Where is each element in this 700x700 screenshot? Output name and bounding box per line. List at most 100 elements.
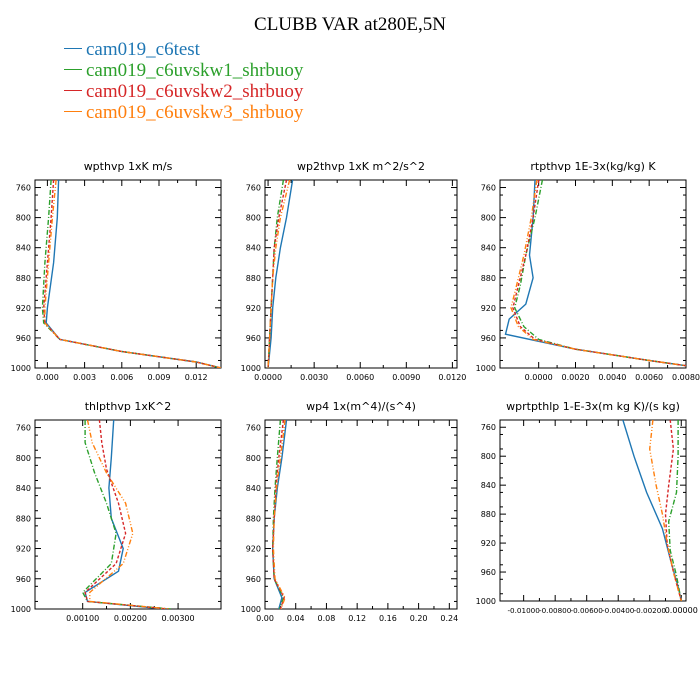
y-tick-label: 880 <box>246 274 261 283</box>
y-tick-label: 880 <box>246 514 261 523</box>
x-tick-label: 0.20 <box>410 614 428 623</box>
legend-label: cam019_c6uvskw2_shrbuoy <box>86 81 304 102</box>
x-tick-label: 0.0120 <box>438 373 466 382</box>
legend-label: cam019_c6test <box>86 39 200 60</box>
series-line <box>648 420 682 601</box>
x-tick-label: 0.0030 <box>300 373 328 382</box>
plot-frame <box>34 179 222 369</box>
legend-swatch <box>64 110 82 113</box>
x-tick-label: -0.00800 <box>539 606 572 615</box>
plot-frame <box>499 179 687 369</box>
series-line <box>41 180 221 368</box>
chart-title: wpthvp 1xK m/s <box>84 160 173 173</box>
y-tick-label: 800 <box>481 214 496 223</box>
series-line <box>42 180 221 368</box>
x-tick-label: 0.0080 <box>672 373 700 382</box>
chart-title: wprtpthlp 1-E-3x(m kg K)/(s kg) <box>506 400 680 413</box>
plot-frame <box>499 419 687 602</box>
series-line <box>86 420 169 609</box>
y-tick-label: 960 <box>481 568 496 577</box>
y-tick-label: 960 <box>481 334 496 343</box>
y-tick-label: 920 <box>481 304 496 313</box>
x-tick-label: -0.00400 <box>602 606 635 615</box>
y-tick-label: 920 <box>246 304 261 313</box>
x-tick-label: 0.0090 <box>392 373 420 382</box>
legend-swatch <box>64 89 82 92</box>
series-line <box>81 420 171 609</box>
x-tick-label: 0.0000 <box>254 373 282 382</box>
series-line <box>267 180 294 368</box>
x-tick-label: 0.003 <box>73 373 96 382</box>
y-tick-label: 1000 <box>476 364 496 373</box>
y-tick-label: 920 <box>16 304 31 313</box>
x-tick-label: 0.12 <box>348 614 366 623</box>
y-tick-label: 1000 <box>241 364 261 373</box>
y-tick-label: 960 <box>16 575 31 584</box>
plot-frame <box>264 179 458 369</box>
series-line <box>45 180 221 368</box>
y-tick-label: 840 <box>481 481 496 490</box>
x-tick-label: 0.009 <box>148 373 171 382</box>
y-tick-label: 960 <box>16 334 31 343</box>
chart-panel: wprtpthlp 1-E-3x(m kg K)/(s kg) 760 800 840… <box>476 400 698 615</box>
series-line <box>667 420 682 601</box>
x-tick-label: 0.000 <box>36 373 59 382</box>
chart-panel: wp4 1x(m^4)/(s^4)76080084088092096010000… <box>241 400 459 623</box>
y-tick-label: 1000 <box>476 597 496 606</box>
plot-frame <box>34 419 222 610</box>
y-tick-label: 1000 <box>11 605 31 614</box>
legend-swatch <box>64 68 82 71</box>
y-tick-label: 880 <box>16 274 31 283</box>
chart-panel: thlpthvp 1xK^2 760 800 840 880 920 960 1000 0.00… <box>11 400 222 623</box>
chart-title: thlpthvp 1xK^2 <box>85 400 172 413</box>
x-tick-label: 0.04 <box>287 614 305 623</box>
y-tick-label: 1000 <box>11 364 31 373</box>
series-line <box>271 420 285 609</box>
series-line <box>267 180 291 368</box>
x-tick-label: 0.012 <box>185 373 208 382</box>
legend-item: cam019_c6test <box>64 39 303 60</box>
y-tick-label: 800 <box>16 454 31 463</box>
series-line <box>272 420 286 609</box>
series-line <box>84 420 169 609</box>
y-tick-label: 880 <box>16 514 31 523</box>
y-tick-label: 840 <box>246 484 261 493</box>
legend: cam019_c6test cam019_c6uvskw1_shrbuoy ca… <box>64 39 303 123</box>
chart-panel: rtpthvp 1E-3x(kg/kg) K 760 800 840 880 920 960… <box>476 160 700 382</box>
legend-swatch <box>64 47 82 50</box>
x-tick-label: 0.16 <box>379 614 397 623</box>
y-tick-label: 960 <box>246 334 261 343</box>
y-tick-label: 800 <box>246 454 261 463</box>
y-tick-label: 760 <box>246 424 261 433</box>
x-tick-label: 0.0060 <box>346 373 374 382</box>
x-tick-label: 0.0040 <box>598 373 626 382</box>
y-tick-label: 1000 <box>241 605 261 614</box>
chart-title: wp4 1x(m^4)/(s^4) <box>306 400 416 413</box>
x-tick-label: 0.00 <box>256 614 274 623</box>
legend-item: cam019_c6uvskw1_shrbuoy <box>64 60 303 81</box>
figure-title: CLUBB VAR at280E,5N <box>254 14 446 35</box>
series-line <box>44 180 221 368</box>
y-tick-label: 760 <box>16 184 31 193</box>
y-tick-label: 800 <box>481 452 496 461</box>
series-line <box>512 180 686 367</box>
chart-title: rtpthvp 1E-3x(kg/kg) K <box>530 160 656 173</box>
y-tick-label: 840 <box>16 244 31 253</box>
x-tick-label: 0.24 <box>440 614 458 623</box>
series-line <box>622 420 682 601</box>
legend-item: cam019_c6uvskw2_shrbuoy <box>64 81 303 102</box>
x-tick-label: 0.006 <box>110 373 133 382</box>
legend-item: cam019_c6uvskw3_shrbuoy <box>64 102 303 123</box>
series-line <box>271 420 285 609</box>
x-tick-label: 0.0060 <box>635 373 663 382</box>
y-tick-label: 920 <box>481 539 496 548</box>
x-tick-label: 0.00100 <box>66 614 99 623</box>
x-tick-label: -0.01000 <box>507 606 540 615</box>
plot-frame <box>264 419 458 610</box>
x-tick-label: 0.00300 <box>162 614 195 623</box>
y-tick-label: 840 <box>481 244 496 253</box>
legend-label: cam019_c6uvskw1_shrbuoy <box>86 60 304 81</box>
series-line <box>513 180 686 367</box>
x-tick-label: 0.08 <box>318 614 336 623</box>
x-tick-label: -0.00200 <box>634 606 667 615</box>
